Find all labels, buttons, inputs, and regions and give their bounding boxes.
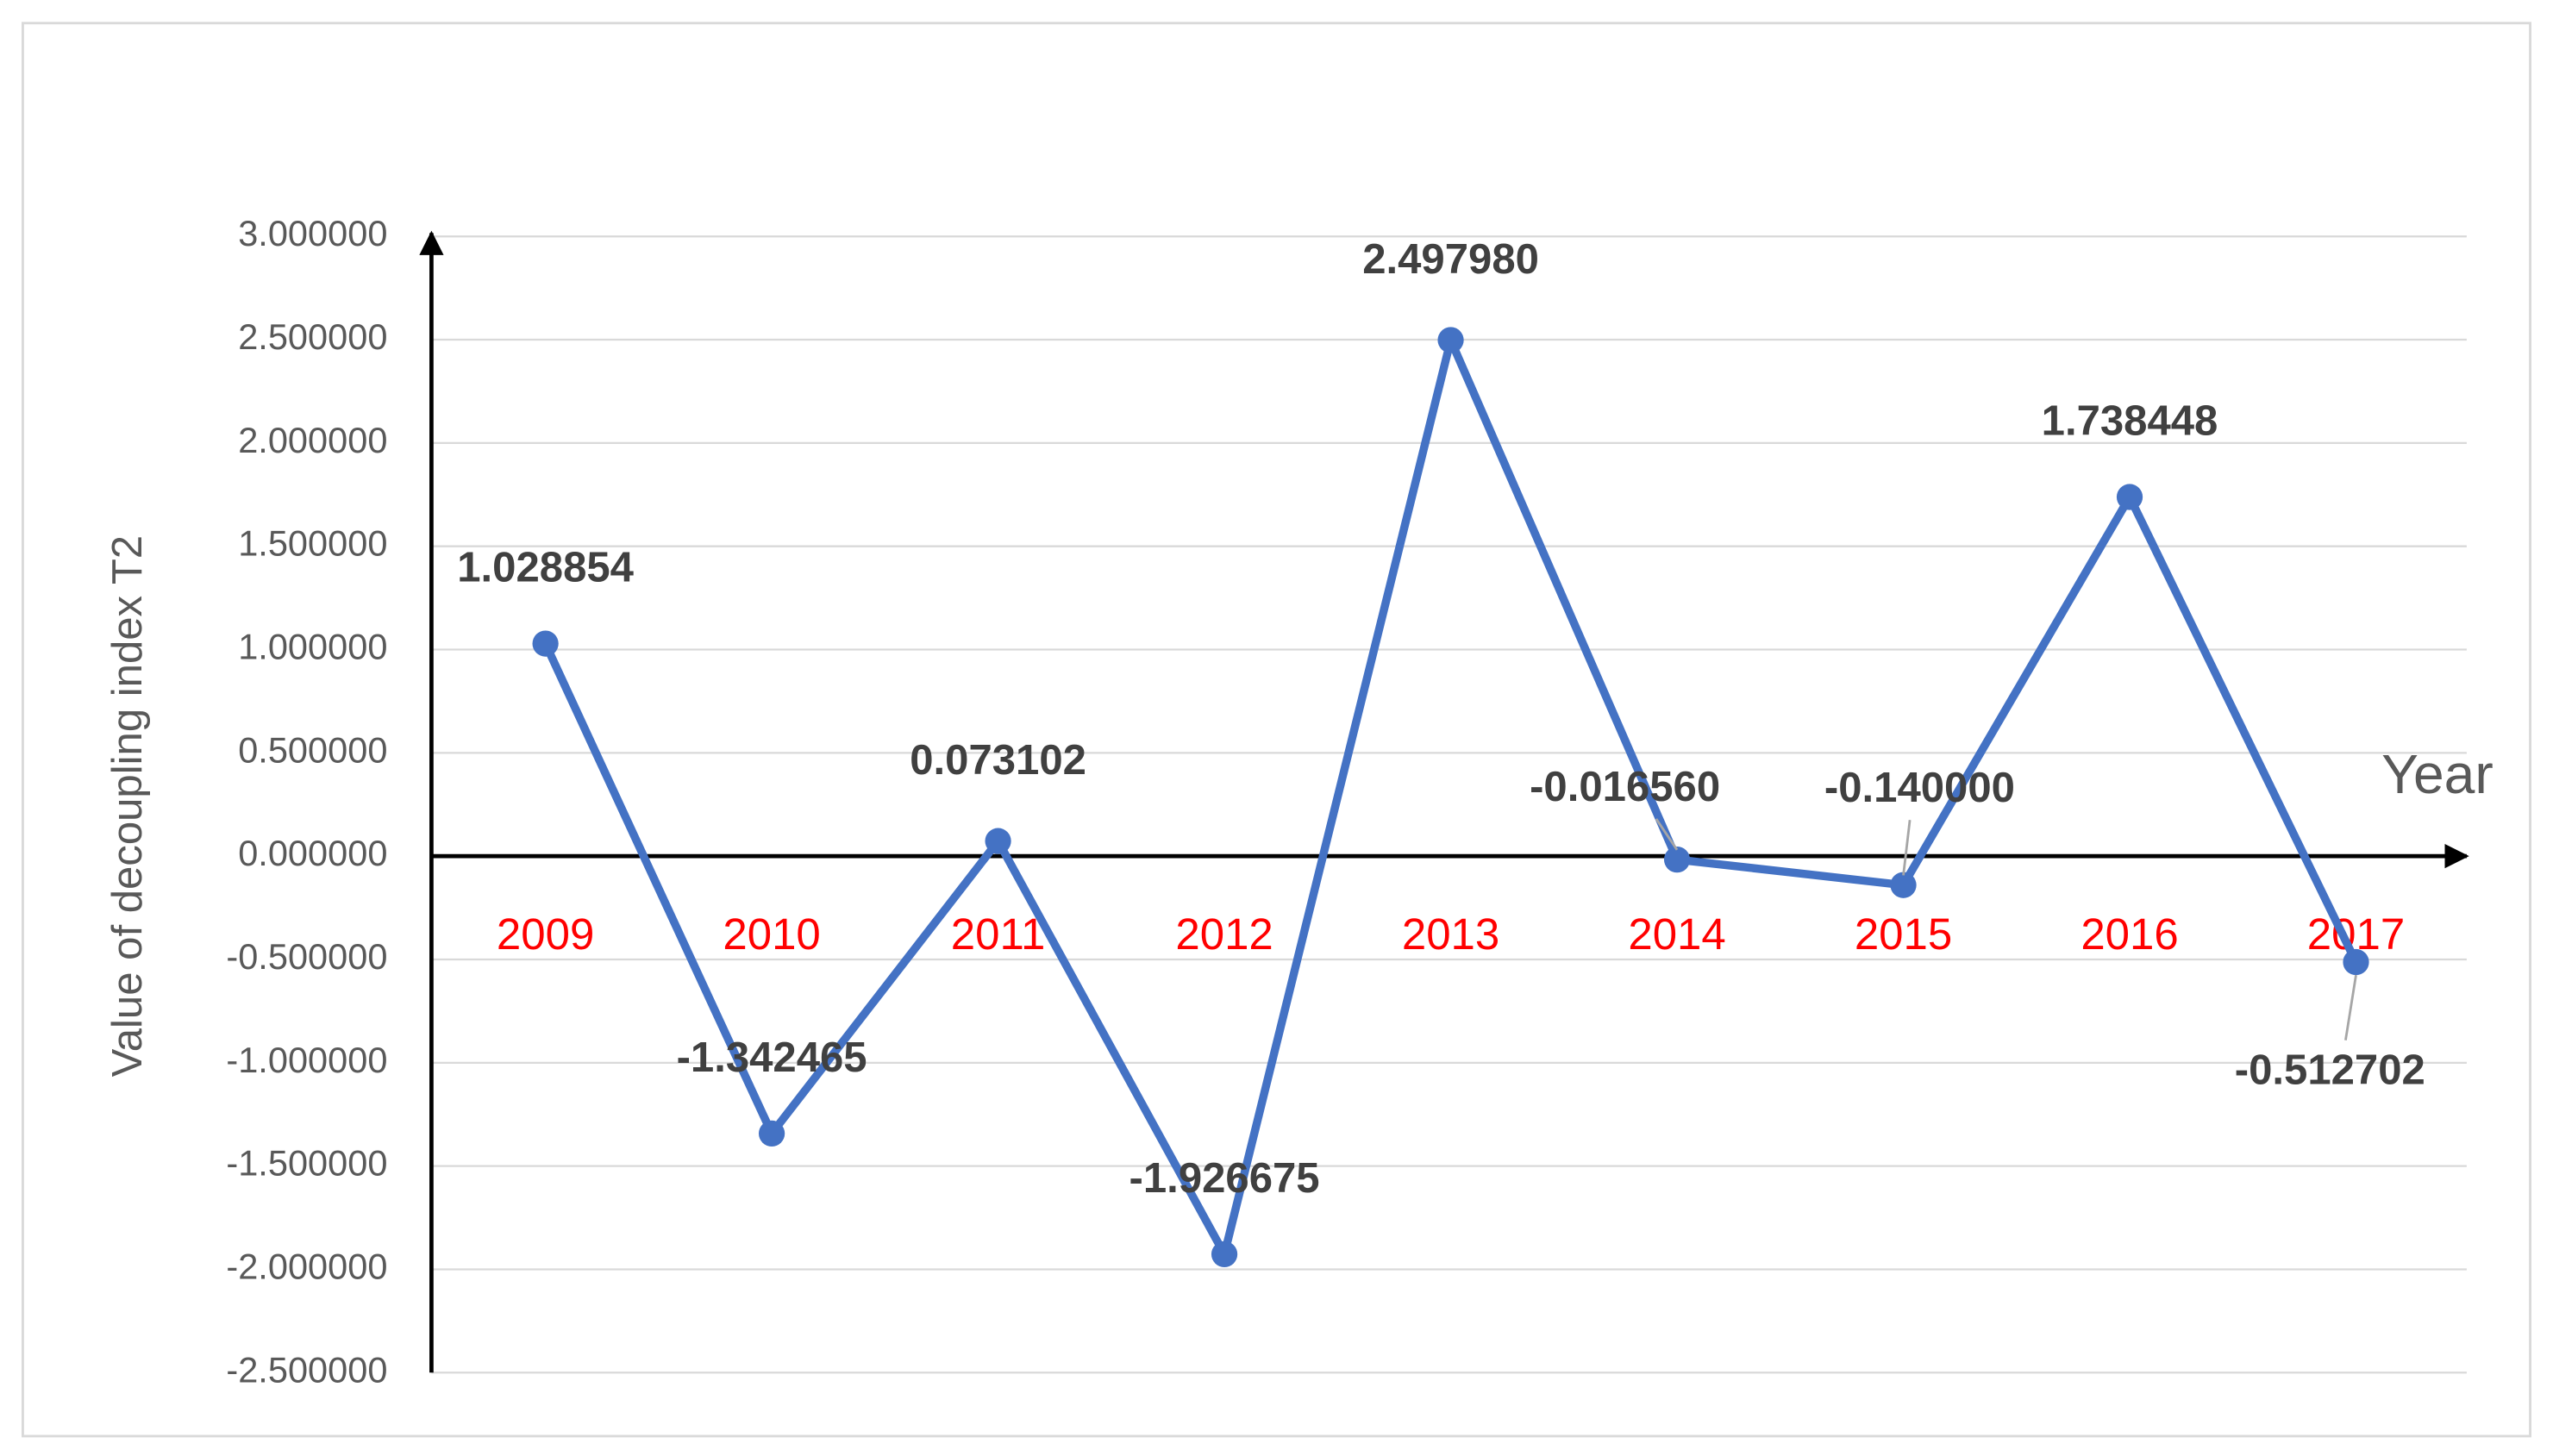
point — [2116, 484, 2143, 510]
y-tick-label: -0.500000 — [226, 936, 387, 977]
data-label: -0.016560 — [1530, 764, 1720, 810]
x-tick-label: 2015 — [1855, 909, 1952, 959]
y-tick-label: -2.000000 — [226, 1246, 387, 1286]
x-tick-label: 2011 — [951, 909, 1046, 959]
y-tick-label: 1.500000 — [238, 523, 387, 564]
point — [758, 1120, 785, 1147]
leader-line — [2344, 974, 2357, 1040]
x-tick-label: 2013 — [1402, 909, 1499, 959]
y-tick-label: 0.500000 — [238, 729, 387, 770]
point — [1211, 1240, 1238, 1268]
point — [1663, 847, 1691, 873]
y-tick-label: 2.500000 — [238, 316, 387, 357]
y-tick-label: -1.500000 — [226, 1143, 387, 1184]
data-label: 1.028854 — [457, 545, 634, 591]
x-tick-label: 2009 — [497, 909, 594, 959]
y-tick-label: 3.000000 — [238, 213, 387, 253]
point — [985, 828, 1011, 854]
x-tick-label: 2012 — [1175, 909, 1273, 959]
y-axis-label: Value of decoupling index T2 — [104, 535, 151, 1077]
leader-line — [1902, 820, 1912, 876]
point — [2343, 948, 2369, 976]
y-tick-label: 0.000000 — [238, 833, 387, 873]
y-tick-label: 2.000000 — [238, 420, 387, 460]
x-axis-label: Year — [2381, 743, 2494, 805]
data-label: 0.073102 — [910, 737, 1086, 784]
point — [1437, 327, 1464, 353]
data-label: -1.926675 — [1129, 1155, 1320, 1202]
x-tick-label: 2014 — [1628, 909, 1725, 959]
point — [532, 630, 559, 657]
y-tick-label: 1.000000 — [238, 626, 387, 666]
x-tick-label: 2010 — [723, 909, 820, 959]
data-label: -0.140000 — [1824, 765, 2015, 811]
point — [1890, 872, 1917, 898]
y-tick-label: -2.500000 — [226, 1349, 387, 1390]
data-label: 1.738448 — [2042, 398, 2218, 445]
data-label: 2.497980 — [1362, 236, 1539, 283]
data-label: -1.342465 — [677, 1034, 867, 1081]
y-tick-label: -1.000000 — [226, 1040, 387, 1080]
leader-line — [1655, 818, 1679, 851]
data-label: -0.512702 — [2235, 1047, 2425, 1093]
x-tick-label: 2016 — [2081, 909, 2178, 959]
chart-border — [22, 22, 2531, 1438]
